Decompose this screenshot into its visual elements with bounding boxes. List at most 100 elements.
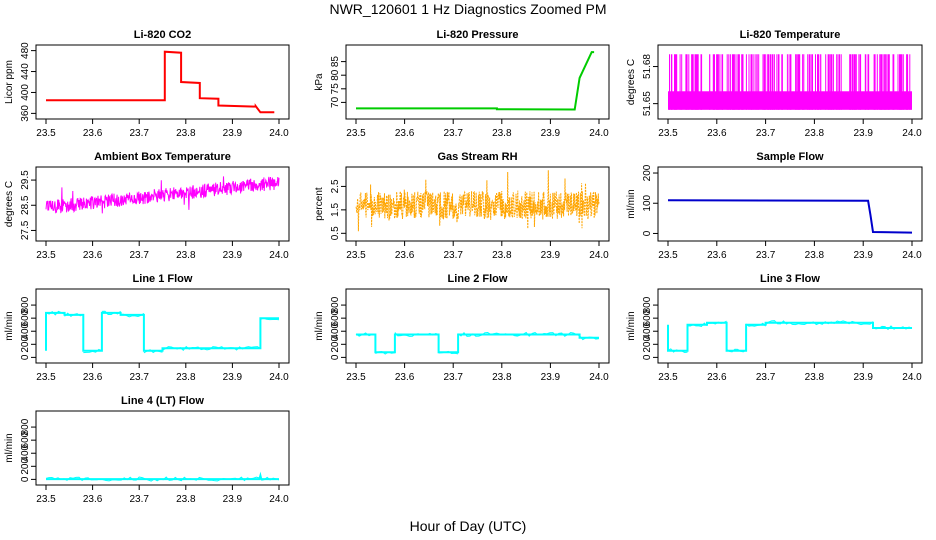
x-tick-label: 23.9 — [223, 372, 243, 383]
x-tick-label: 24.0 — [589, 250, 609, 261]
y-axis-label: ml/min — [4, 311, 15, 340]
x-tick-label: 23.7 — [756, 372, 776, 383]
chart-line-2-flow: Line 2 Flow 23.5 23.6 23.7 23.8 23.9 24.0 02004… — [314, 273, 610, 383]
x-tick-label: 23.6 — [395, 372, 415, 383]
x-tick-label: 23.9 — [223, 128, 243, 139]
x-tick-label: 23.8 — [176, 494, 196, 505]
y-axis-label: percent — [314, 187, 325, 221]
y-axis-label: ml/min — [314, 311, 325, 340]
chart-line-3-flow: Line 3 Flow 23.5 23.6 23.7 23.8 23.9 24.0 02004… — [626, 273, 923, 383]
x-tick-label: 24.0 — [589, 372, 609, 383]
x-tick-label: 23.8 — [492, 128, 512, 139]
x-tick-label: 24.0 — [269, 494, 289, 505]
y-tick-label: 0 — [642, 354, 653, 360]
y-tick-label: 400 — [330, 322, 341, 339]
plot-frame — [35, 166, 290, 242]
x-tick-label: 23.5 — [36, 128, 56, 139]
y-tick-label: 600 — [20, 309, 31, 326]
y-tick-label: 440 — [20, 63, 31, 80]
x-tick-label: 23.6 — [83, 128, 103, 139]
series-noise — [45, 310, 280, 354]
x-tick-label: 23.5 — [658, 372, 678, 383]
chart-gas-stream-rh: Gas Stream RH 23.5 23.6 23.7 23.8 23.9 24.0 0.5… — [314, 151, 610, 261]
y-axis-label: degrees C — [4, 181, 15, 227]
series-line — [45, 311, 279, 352]
x-tick-label: 23.9 — [541, 250, 561, 261]
y-tick-label: 75 — [330, 83, 341, 95]
y-tick-label: 200 — [642, 164, 653, 181]
x-tick-label: 23.5 — [658, 250, 678, 261]
x-tick-label: 23.8 — [805, 128, 825, 139]
x-tick-label: 23.8 — [176, 250, 196, 261]
x-tick-label: 23.7 — [129, 494, 149, 505]
x-tick-label: 23.7 — [129, 372, 149, 383]
x-tick-label: 23.9 — [223, 494, 243, 505]
chart-li-820-pressure: Li-820 Pressure 23.5 23.6 23.7 23.8 23.9 24.0 7… — [314, 29, 610, 139]
chart-li-820-co2: Li-820 CO2 23.5 23.6 23.7 23.8 23.9 24.0 360 400… — [4, 29, 290, 139]
y-tick-label: 51.68 — [642, 54, 653, 79]
x-tick-label: 23.6 — [707, 250, 727, 261]
series-noise — [667, 320, 913, 354]
y-tick-label: 200 — [20, 458, 31, 475]
plot-frame — [657, 166, 923, 242]
y-tick-label: 800 — [642, 296, 653, 313]
series-line — [356, 51, 595, 111]
x-tick-label: 23.6 — [707, 128, 727, 139]
x-tick-label: 23.5 — [36, 250, 56, 261]
y-tick-label: 0 — [642, 230, 653, 236]
panel-title: Line 3 Flow — [760, 273, 820, 285]
y-tick-label: 600 — [20, 431, 31, 448]
y-axis-label: ml/min — [4, 433, 15, 462]
x-tick-label: 24.0 — [269, 250, 289, 261]
x-tick-label: 23.7 — [756, 250, 776, 261]
y-tick-label: 360 — [20, 105, 31, 122]
chart-ambient-box-temperature: Ambient Box Temperature 23.5 23.6 23.7 23.8 2… — [4, 151, 290, 261]
plot-frame — [657, 44, 923, 120]
x-tick-label: 23.9 — [853, 372, 873, 383]
x-tick-label: 23.8 — [492, 372, 512, 383]
x-tick-label: 23.7 — [756, 128, 776, 139]
panel-title: Li-820 CO2 — [134, 29, 191, 41]
x-tick-label: 23.6 — [707, 372, 727, 383]
x-tick-label: 23.8 — [176, 128, 196, 139]
x-tick-label: 23.9 — [853, 250, 873, 261]
series-line — [355, 170, 600, 232]
x-tick-label: 23.6 — [395, 128, 415, 139]
x-tick-label: 23.5 — [346, 128, 366, 139]
plot-frame — [345, 44, 610, 120]
y-tick-label: 0 — [330, 354, 341, 360]
panel-title: Li-820 Temperature — [740, 29, 841, 41]
panel-title: Line 4 (LT) Flow — [121, 395, 204, 407]
figure-x-axis-label: Hour of Day (UTC) — [410, 518, 527, 534]
x-tick-label: 23.9 — [223, 250, 243, 261]
y-tick-label: 400 — [20, 322, 31, 339]
y-tick-label: 200 — [20, 336, 31, 353]
chart-panels: Li-820 CO2 23.5 23.6 23.7 23.8 23.9 24.0 360 400… — [4, 29, 923, 505]
plot-frame — [657, 288, 923, 364]
series-line — [667, 321, 912, 352]
y-tick-label: 200 — [642, 336, 653, 353]
y-tick-label: 400 — [20, 84, 31, 101]
chart-line-1-flow: Line 1 Flow 23.5 23.6 23.7 23.8 23.9 24.0 02004… — [4, 273, 290, 383]
x-tick-label: 23.5 — [36, 372, 56, 383]
y-tick-label: 400 — [642, 322, 653, 339]
x-tick-label: 24.0 — [589, 128, 609, 139]
y-tick-label: 1.5 — [330, 202, 341, 216]
y-tick-label: 80 — [330, 69, 341, 81]
y-tick-label: 100 — [642, 194, 653, 211]
series-line — [46, 50, 275, 114]
chart-line-4-lt-flow: Line 4 (LT) Flow 23.5 23.6 23.7 23.8 23.9 24.0… — [4, 395, 290, 505]
panel-title: Li-820 Pressure — [437, 29, 519, 41]
plot-frame — [35, 44, 290, 120]
y-tick-label: 200 — [330, 336, 341, 353]
x-tick-label: 23.9 — [541, 128, 561, 139]
series-line — [667, 199, 913, 234]
x-tick-label: 24.0 — [902, 128, 922, 139]
plot-frame — [35, 288, 290, 364]
x-tick-label: 23.9 — [853, 128, 873, 139]
x-tick-label: 23.6 — [83, 372, 103, 383]
y-tick-label: 85 — [330, 56, 341, 68]
x-tick-label: 24.0 — [902, 372, 922, 383]
x-tick-label: 23.5 — [658, 128, 678, 139]
